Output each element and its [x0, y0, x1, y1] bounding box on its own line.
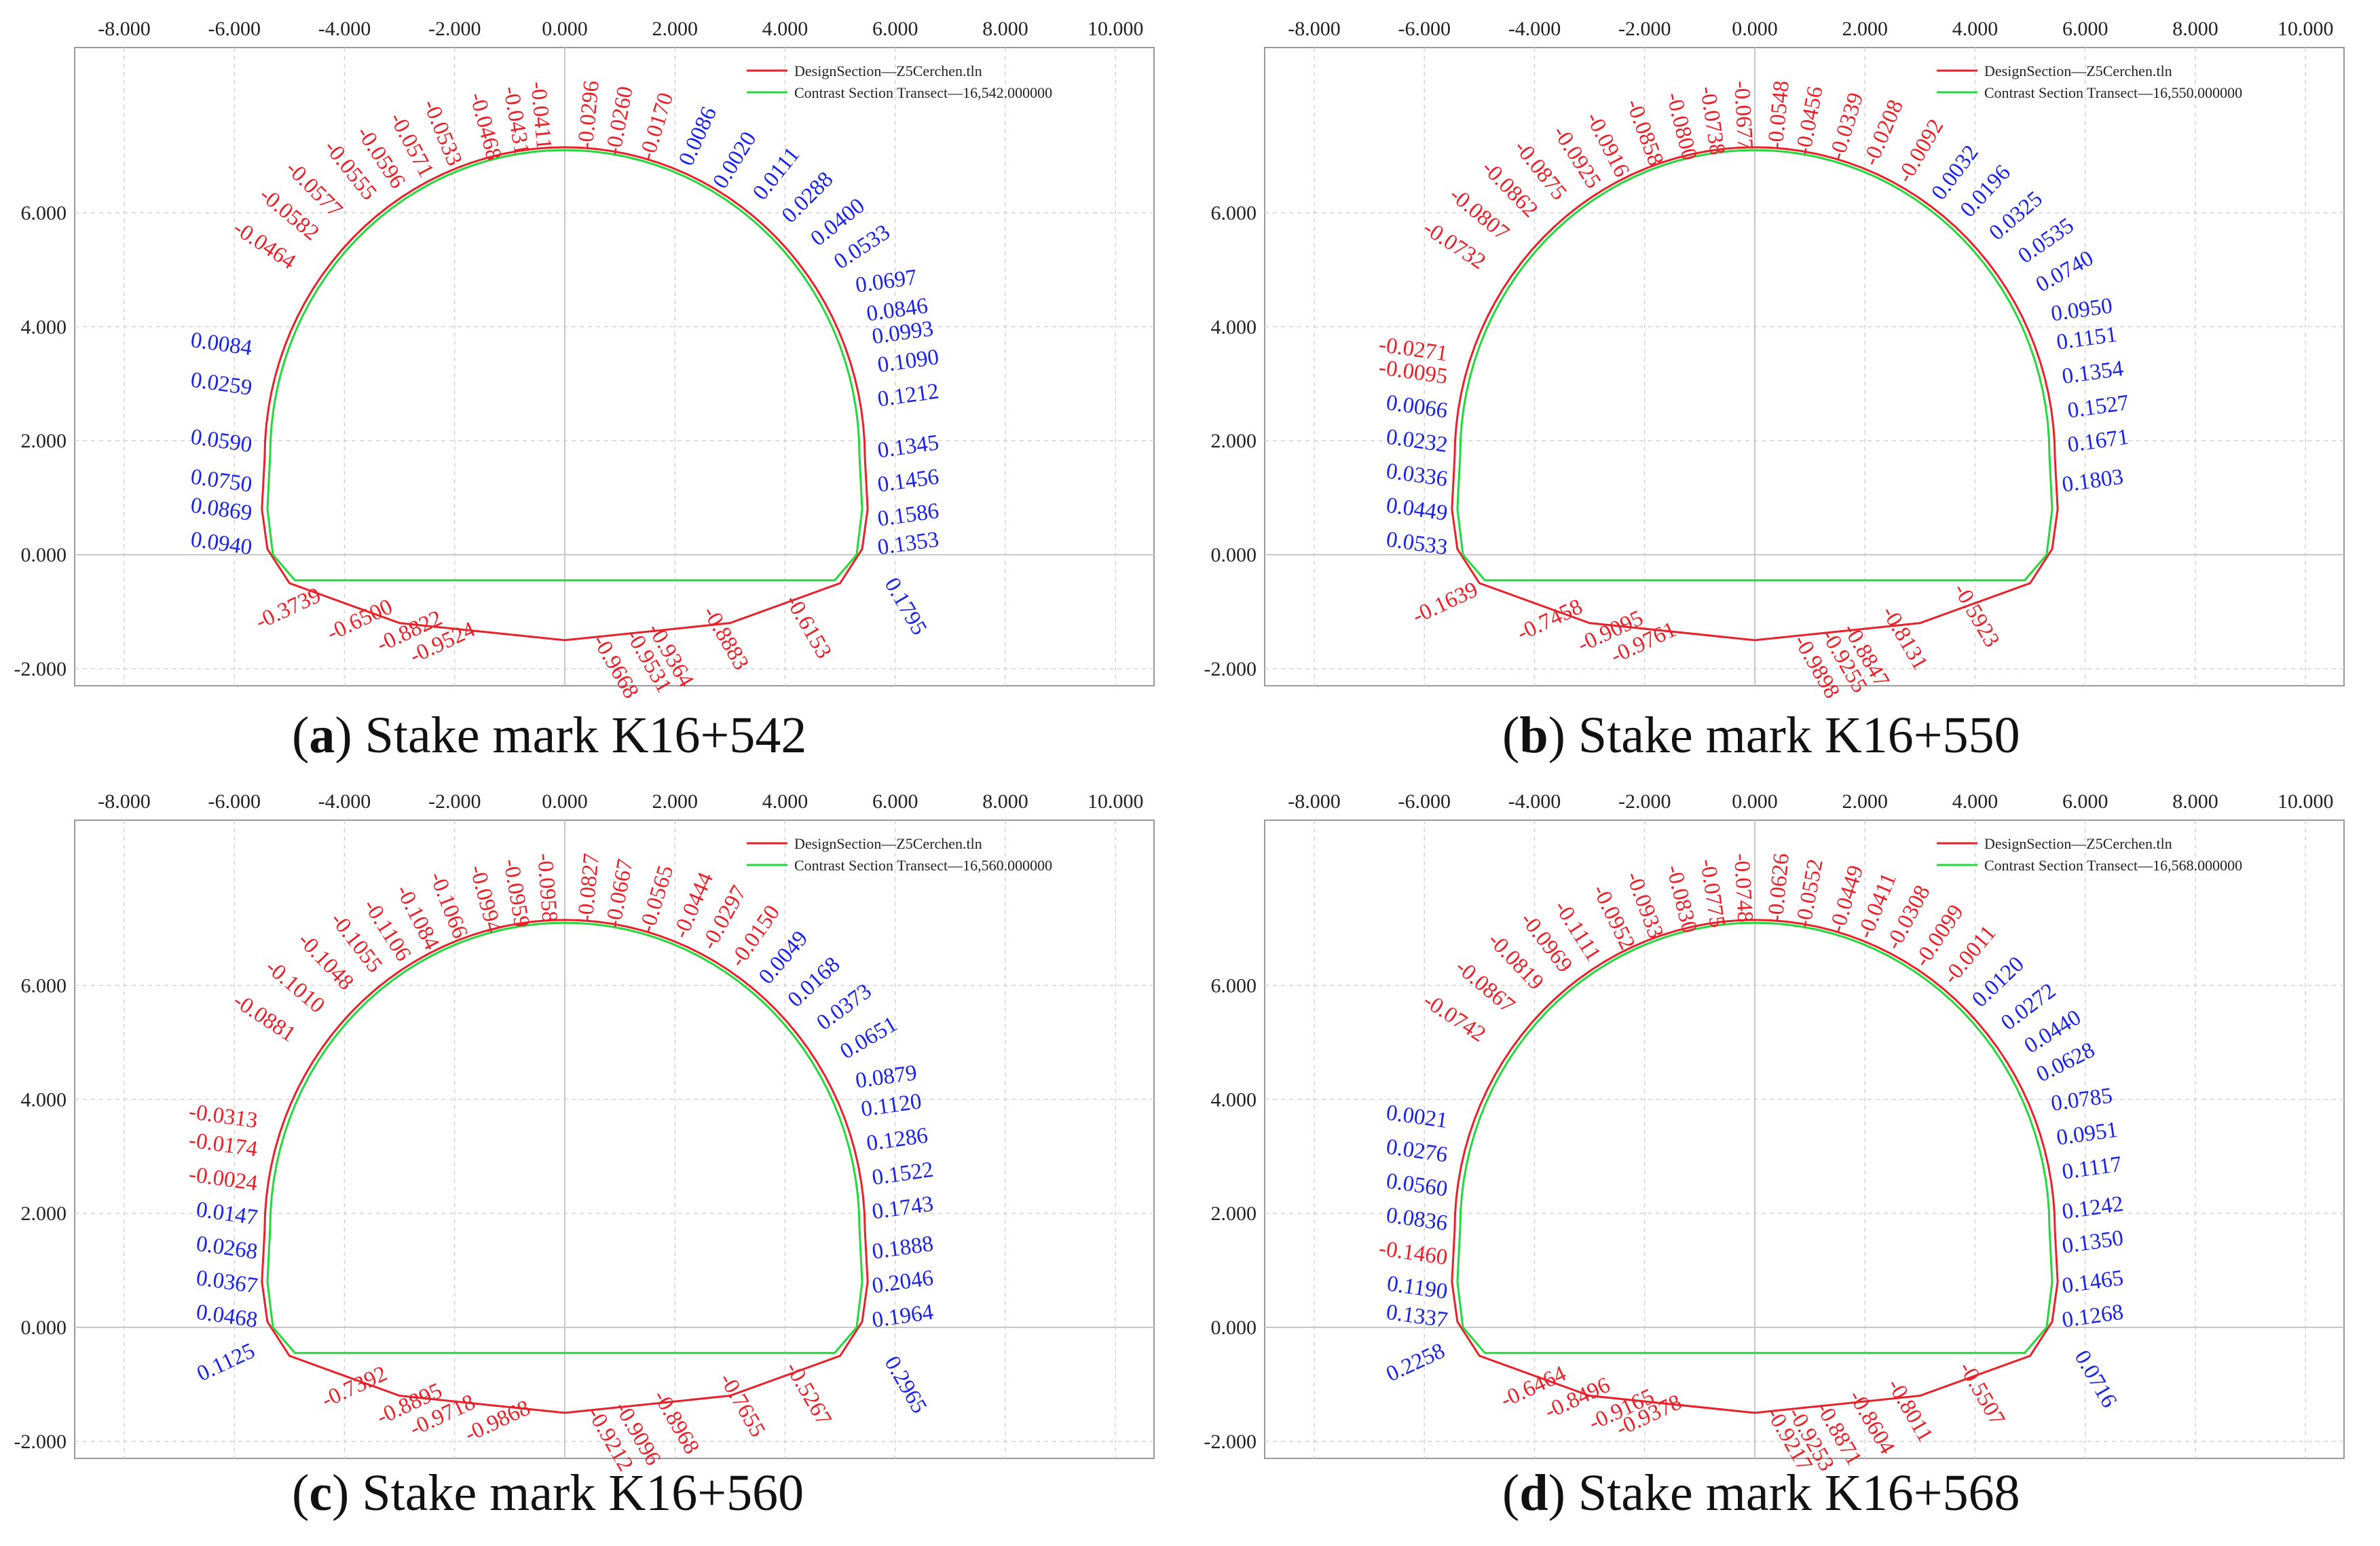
- y-tick-label: 0.000: [1211, 544, 1257, 566]
- deviation-label: -0.0748: [1729, 853, 1758, 923]
- contrast-section-line: [1456, 149, 2053, 582]
- panel-a: -8.000 -6.000 -4.000 -2.000 0.000 2.000 4.000 6…: [0, 0, 1190, 773]
- y-tick-label: 4.000: [1211, 316, 1257, 338]
- x-tick-label: 8.000: [982, 790, 1028, 813]
- y-tick-label: 4.000: [21, 316, 67, 338]
- legend-design-label: DesignSection—Z5Cerchen.tln: [1984, 62, 2172, 79]
- y-tick-label: 4.000: [1211, 1088, 1257, 1111]
- y-tick-label: 2.000: [1211, 430, 1257, 452]
- caption-b: (b) Stake mark K16+550: [1502, 707, 2020, 764]
- caption-d: (d) Stake mark K16+568: [1502, 1465, 2020, 1522]
- x-tick-label: 6.000: [2062, 790, 2108, 813]
- x-tick-label: 6.000: [872, 790, 918, 813]
- panel-d: -8.000 -6.000 -4.000 -2.000 0.000 2.000 4.000 6…: [1190, 773, 2380, 1546]
- y-tick-label: 6.000: [1211, 202, 1257, 224]
- contrast-section-line: [1456, 921, 2053, 1355]
- legend-design-label: DesignSection—Z5Cerchen.tln: [1984, 835, 2172, 852]
- x-tick-label: -4.000: [318, 790, 371, 813]
- caption-text-d: Stake mark K16+568: [1578, 1465, 2020, 1522]
- legend-contrast-label: Contrast Section Transect—16,560.000000: [794, 857, 1052, 874]
- x-tick-label: -8.000: [1288, 790, 1341, 813]
- x-tick-label: 4.000: [1952, 790, 1998, 813]
- y-tick-label: -2.000: [14, 658, 67, 680]
- caption-text-c: Stake mark K16+560: [362, 1465, 804, 1522]
- x-tick-label: -6.000: [1398, 790, 1451, 813]
- design-section-line: [1451, 919, 2059, 1414]
- x-tick-label: 2.000: [652, 790, 698, 813]
- design-section-line: [1451, 146, 2059, 642]
- y-tick-label: 4.000: [21, 1088, 67, 1111]
- x-tick-label: 4.000: [1952, 18, 1998, 40]
- y-tick-label: 2.000: [21, 430, 67, 452]
- x-tick-label: 6.000: [872, 18, 918, 40]
- caption-a: (a) Stake mark K16+542: [292, 707, 807, 764]
- contrast-section-line: [266, 921, 863, 1355]
- x-tick-label: -4.000: [1508, 790, 1561, 813]
- x-tick-label: -6.000: [1398, 18, 1451, 40]
- caption-c: (c) Stake mark K16+560: [292, 1465, 804, 1522]
- x-tick-label: -2.000: [428, 790, 481, 813]
- panel-b: -8.000 -6.000 -4.000 -2.000 0.000 2.000 4.000 6…: [1190, 0, 2380, 773]
- x-tick-label: 2.000: [652, 18, 698, 40]
- legend-contrast-label: Contrast Section Transect—16,550.000000: [1984, 84, 2242, 101]
- legend-contrast-label: Contrast Section Transect—16,568.000000: [1984, 857, 2242, 874]
- caption-letter-c: c: [309, 1465, 333, 1522]
- caption-letter-d: d: [1519, 1465, 1548, 1522]
- caption-letter-a: a: [309, 707, 335, 764]
- x-tick-label: 4.000: [762, 18, 808, 40]
- y-tick-label: -2.000: [1204, 658, 1257, 680]
- panel-c: -8.000 -6.000 -4.000 -2.000 0.000 2.000 4.000 6…: [0, 773, 1190, 1546]
- x-tick-label: -2.000: [1618, 790, 1671, 813]
- x-tick-label: 0.000: [542, 790, 588, 813]
- section-chart-a: -8.000 -6.000 -4.000 -2.000 0.000 2.000 4.000 6…: [14, 18, 1155, 703]
- x-tick-label: -8.000: [98, 18, 151, 40]
- x-tick-label: 0.000: [542, 18, 588, 40]
- section-chart-b: -8.000 -6.000 -4.000 -2.000 0.000 2.000 4.000 6…: [1204, 18, 2345, 703]
- y-tick-label: 6.000: [1211, 974, 1257, 997]
- legend-contrast-label: Contrast Section Transect—16,542.000000: [794, 84, 1052, 101]
- caption-text-b: Stake mark K16+550: [1578, 707, 2020, 764]
- y-tick-label: 6.000: [21, 202, 67, 224]
- section-chart-c: -8.000 -6.000 -4.000 -2.000 0.000 2.000 4.000 6…: [14, 790, 1155, 1475]
- x-tick-label: 10.000: [1087, 790, 1144, 813]
- y-tick-label: 6.000: [21, 974, 67, 997]
- deviation-label: -0.0958: [532, 853, 561, 923]
- x-tick-label: 10.000: [2277, 790, 2334, 813]
- design-section-line: [261, 146, 869, 642]
- x-tick-label: -2.000: [1618, 18, 1671, 40]
- x-tick-label: 8.000: [982, 18, 1028, 40]
- x-tick-label: -8.000: [1288, 18, 1341, 40]
- x-tick-label: -8.000: [98, 790, 151, 813]
- legend-design-label: DesignSection—Z5Cerchen.tln: [794, 62, 982, 79]
- contrast-section-line: [266, 149, 863, 582]
- legend-design-label: DesignSection—Z5Cerchen.tln: [794, 835, 982, 852]
- x-tick-label: 8.000: [2172, 790, 2218, 813]
- y-tick-label: -2.000: [14, 1431, 67, 1453]
- x-tick-label: 6.000: [2062, 18, 2108, 40]
- x-tick-label: 8.000: [2172, 18, 2218, 40]
- x-tick-label: -6.000: [208, 18, 261, 40]
- caption-letter-b: b: [1519, 707, 1548, 764]
- y-tick-label: -2.000: [1204, 1431, 1257, 1453]
- x-tick-label: -2.000: [428, 18, 481, 40]
- y-tick-label: 0.000: [1211, 1317, 1257, 1339]
- x-tick-label: 4.000: [762, 790, 808, 813]
- x-tick-label: 2.000: [1842, 790, 1888, 813]
- x-tick-label: -4.000: [1508, 18, 1561, 40]
- caption-text-a: Stake mark K16+542: [365, 707, 807, 764]
- section-chart-d: -8.000 -6.000 -4.000 -2.000 0.000 2.000 4.000 6…: [1204, 790, 2345, 1475]
- y-tick-label: 2.000: [21, 1202, 67, 1225]
- y-tick-label: 0.000: [21, 1317, 67, 1339]
- x-tick-label: 2.000: [1842, 18, 1888, 40]
- design-section-line: [261, 919, 869, 1414]
- x-tick-label: -4.000: [318, 18, 371, 40]
- x-tick-label: 10.000: [2277, 18, 2334, 40]
- y-tick-label: 0.000: [21, 544, 67, 566]
- x-tick-label: -6.000: [208, 790, 261, 813]
- deviation-label: -0.0677: [1729, 80, 1758, 151]
- x-tick-label: 0.000: [1732, 18, 1778, 40]
- y-tick-label: 2.000: [1211, 1202, 1257, 1225]
- x-tick-label: 0.000: [1732, 790, 1778, 813]
- x-tick-label: 10.000: [1087, 18, 1144, 40]
